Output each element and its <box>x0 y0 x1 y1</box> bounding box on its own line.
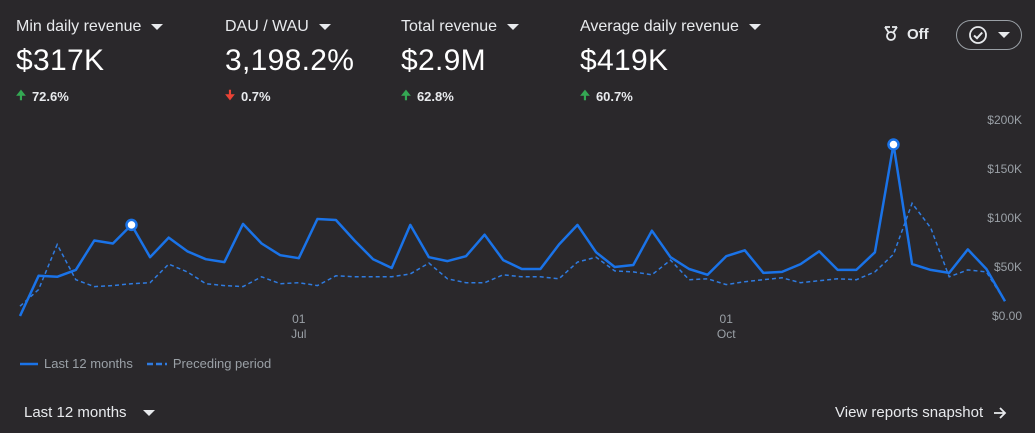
dashed-line-swatch-icon <box>146 362 167 365</box>
chart-legend: Last 12 months Preceding period <box>20 356 271 371</box>
arrow-down-icon: 🠋 <box>225 88 235 102</box>
anomaly-marker[interactable] <box>887 138 900 151</box>
arrow-up-icon: 🠉 <box>401 88 411 102</box>
revenue-chart: $200K$150K$100K$50K$0.00 01Jul01Oct01Jan… <box>18 113 1022 341</box>
chevron-down-icon <box>998 32 1010 38</box>
solid-line-swatch-icon <box>20 362 38 365</box>
delta-value: 0.7% <box>240 89 271 104</box>
metric-min-daily-revenue: Min daily revenue $317K 🠉 72.6% <box>16 18 164 107</box>
x-tick-month: Oct <box>717 327 736 341</box>
metric-delta: 🠉 62.8% <box>401 86 519 107</box>
metric-value: $419K <box>580 44 669 77</box>
metric-selector[interactable]: Total revenue <box>401 18 520 36</box>
anomaly-icon <box>884 26 898 41</box>
compare-dropdown[interactable] <box>956 20 1022 50</box>
check-circle-icon <box>969 26 987 44</box>
metric-value: 3,198.2% <box>225 44 355 77</box>
legend-label: Last 12 months <box>44 356 133 371</box>
metric-value: $2.9M <box>401 44 486 77</box>
anomaly-toggle-label: Off <box>907 25 929 43</box>
metric-selector[interactable]: Min daily revenue <box>16 18 164 36</box>
metric-delta: 🠉 60.7% <box>580 86 761 107</box>
x-tick-day: 01 <box>292 312 306 326</box>
arrow-up-icon: 🠉 <box>16 88 26 102</box>
chevron-down-icon <box>748 24 761 30</box>
y-tick-label: $100K <box>987 211 1022 225</box>
metric-label: Total revenue <box>401 18 498 35</box>
chevron-down-icon <box>507 24 520 30</box>
delta-value: 60.7% <box>595 89 633 104</box>
metric-label: DAU / WAU <box>225 18 309 35</box>
preceding-period-line <box>19 201 1006 307</box>
metric-delta: 🠋 0.7% <box>225 86 354 107</box>
metric-label: Min daily revenue <box>16 18 142 35</box>
y-tick-label: $0.00 <box>992 309 1022 323</box>
y-tick-label: $50K <box>994 260 1022 274</box>
anomaly-toggle[interactable]: Off <box>881 24 929 44</box>
metric-dau-wau: DAU / WAU 3,198.2% 🠋 0.7% <box>225 18 354 107</box>
delta-value: 62.8% <box>416 89 454 104</box>
metric-label: Average daily revenue <box>580 18 739 35</box>
delta-value: 72.6% <box>31 89 69 104</box>
date-range-label: Last 12 months <box>24 404 127 421</box>
arrow-right-icon <box>994 406 1007 419</box>
last-12-months-line <box>18 143 1007 317</box>
y-tick-label: $200K <box>987 113 1022 127</box>
metric-value: $317K <box>16 44 105 77</box>
chevron-down-icon <box>142 409 155 416</box>
legend-label: Preceding period <box>172 356 272 371</box>
chevron-down-icon <box>151 24 164 30</box>
snapshot-link-label: View reports snapshot <box>835 404 984 421</box>
metric-selector[interactable]: Average daily revenue <box>580 18 761 36</box>
view-reports-snapshot-link[interactable]: View reports snapshot <box>835 404 1007 421</box>
metric-total-revenue: Total revenue $2.9M 🠉 62.8% <box>401 18 520 107</box>
x-tick-month: Jul <box>291 327 306 341</box>
x-tick-day: 01 <box>720 312 734 326</box>
arrow-up-icon: 🠉 <box>580 88 590 102</box>
metric-selector[interactable]: DAU / WAU <box>225 18 354 36</box>
y-tick-label: $150K <box>987 162 1022 176</box>
metric-average-daily-revenue: Average daily revenue $419K 🠉 60.7% <box>580 18 761 107</box>
chevron-down-icon <box>318 24 331 30</box>
legend-item-preceding-period[interactable]: Preceding period <box>146 356 272 371</box>
metric-delta: 🠉 72.6% <box>16 86 163 107</box>
anomaly-marker[interactable] <box>125 218 138 232</box>
legend-item-last-12-months[interactable]: Last 12 months <box>20 356 133 371</box>
date-range-dropdown[interactable]: Last 12 months <box>24 404 155 421</box>
